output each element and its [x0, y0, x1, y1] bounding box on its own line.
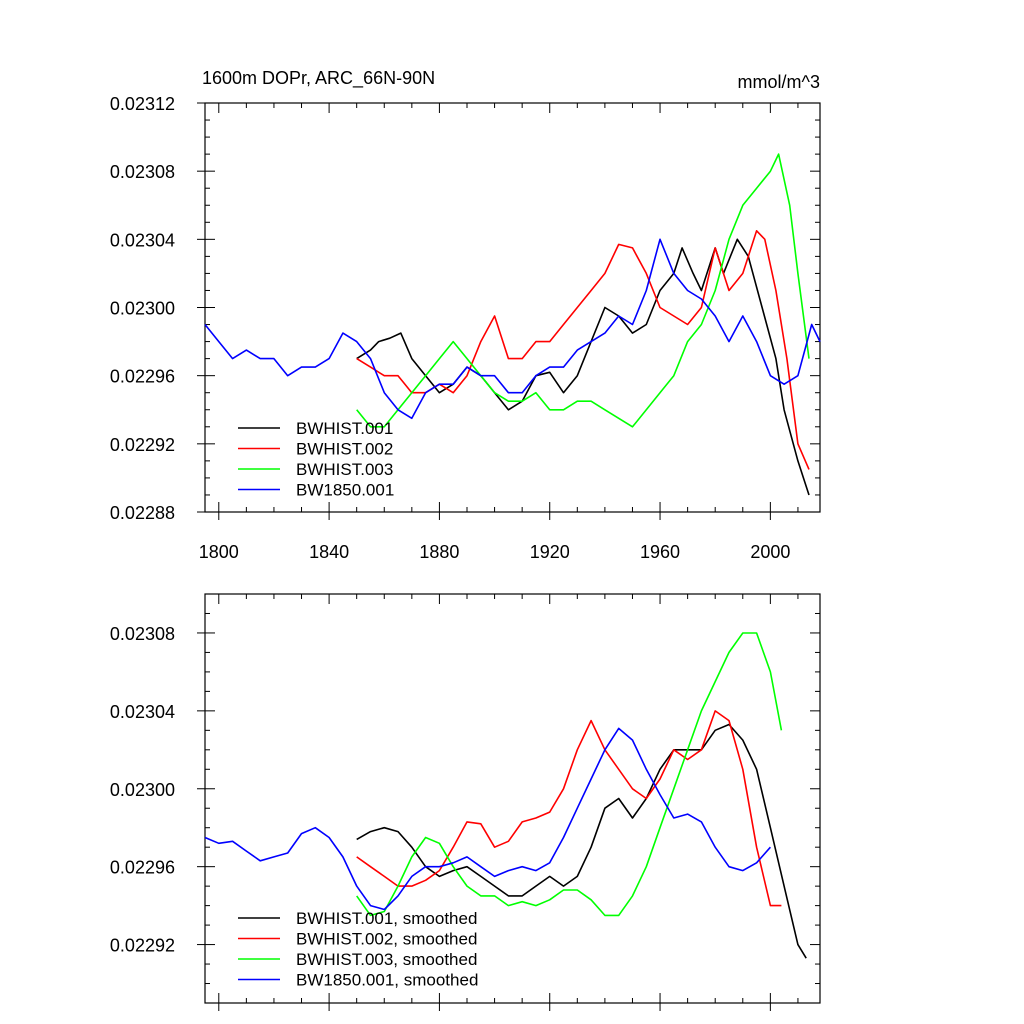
y-tick-label: 0.02300	[110, 299, 175, 319]
legend-label: BWHIST.003, smoothed	[296, 950, 477, 969]
y-tick-label: 0.02312	[110, 94, 175, 114]
series-line	[356, 238, 810, 496]
y-tick-label: 0.02304	[110, 230, 175, 250]
series-line	[356, 723, 807, 959]
y-tick-label: 0.02308	[110, 162, 175, 182]
legend-label: BWHIST.002, smoothed	[296, 930, 477, 949]
legend-label: BWHIST.001, smoothed	[296, 909, 477, 928]
bottom-panel: 0.02292 0.02296 0.02300 0.02304 0.02308 BWHIS…	[110, 593, 821, 1011]
y-tick-label: 0.02304	[110, 702, 175, 722]
legend-label: BWHIST.002	[296, 440, 393, 459]
plot-frame	[204, 593, 821, 1004]
x-tick-label: 1840	[309, 542, 349, 562]
y-tick-label: 0.02296	[110, 858, 175, 878]
series-line	[356, 230, 810, 470]
y-tick-label: 0.02296	[110, 367, 175, 387]
top-panel: 1800 1840 1880 1920 1960 2000 0.02288 0.02292 0.…	[110, 94, 821, 562]
y-tick-label: 0.02292	[110, 936, 175, 956]
y-tick-label: 0.02308	[110, 624, 175, 644]
series-line	[356, 632, 783, 917]
y-tick-label: 0.02292	[110, 435, 175, 455]
legend-label: BW1850.001, smoothed	[296, 971, 478, 990]
legend-label: BWHIST.001	[296, 419, 393, 438]
x-tick-label: 1920	[530, 542, 570, 562]
x-tick-label: 1880	[419, 542, 459, 562]
series-line	[356, 153, 810, 428]
x-tick-label: 2000	[750, 542, 790, 562]
units-label: mmol/m^3	[738, 72, 820, 92]
chart-title: 1600m DOPr, ARC_66N-90N	[202, 68, 435, 89]
x-tick-label: 1800	[199, 542, 239, 562]
x-tick-label: 1960	[640, 542, 680, 562]
y-tick-label: 0.02300	[110, 780, 175, 800]
series-line	[204, 238, 821, 420]
legend-label: BWHIST.003	[296, 460, 393, 479]
series-line	[204, 727, 771, 911]
legend-label: BW1850.001	[296, 481, 394, 500]
y-tick-label: 0.02288	[110, 503, 175, 523]
series-line	[356, 710, 782, 907]
